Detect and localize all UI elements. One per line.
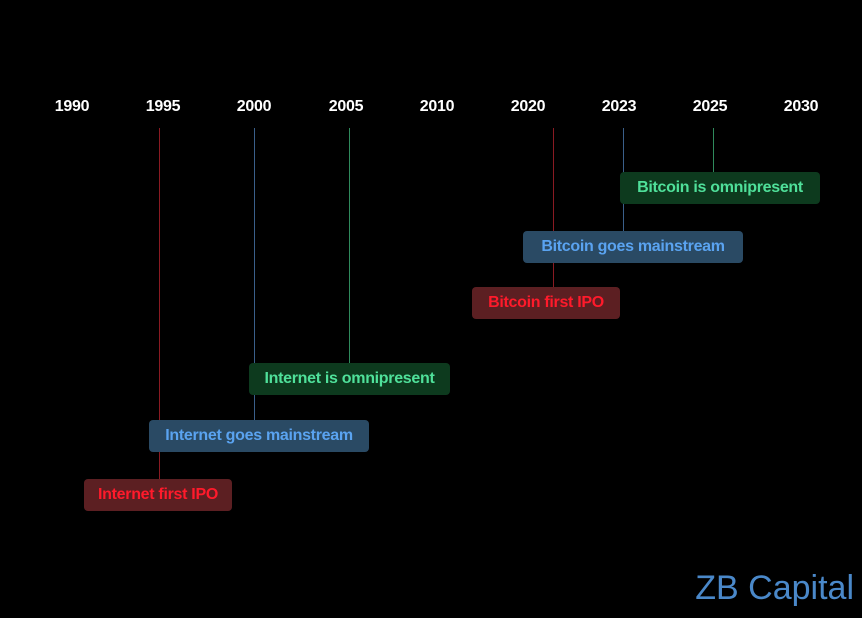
year-label-2023: 2023 — [601, 98, 637, 115]
year-label-2005: 2005 — [328, 98, 364, 115]
internet-goes-mainstream-connector-line — [254, 128, 255, 420]
brand-logo-text: ZB Capital — [695, 569, 854, 607]
year-label-2020: 2020 — [510, 98, 546, 115]
bitcoin-is-omnipresent-label: Bitcoin is omnipresent — [620, 172, 820, 204]
bitcoin-goes-mainstream-label: Bitcoin goes mainstream — [523, 231, 743, 263]
bitcoin-is-omnipresent-connector-line — [713, 128, 714, 172]
year-label-1995: 1995 — [145, 98, 181, 115]
internet-first-ipo-label: Internet first IPO — [84, 479, 232, 511]
year-label-1990: 1990 — [54, 98, 90, 115]
year-label-2010: 2010 — [419, 98, 455, 115]
internet-is-omnipresent-label: Internet is omnipresent — [249, 363, 450, 395]
internet-goes-mainstream-label: Internet goes mainstream — [149, 420, 369, 452]
internet-is-omnipresent-connector-line — [349, 128, 350, 363]
year-label-2030: 2030 — [783, 98, 819, 115]
year-label-2025: 2025 — [692, 98, 728, 115]
bitcoin-first-ipo-label: Bitcoin first IPO — [472, 287, 620, 319]
year-label-2000: 2000 — [236, 98, 272, 115]
internet-first-ipo-connector-line — [159, 128, 160, 479]
bitcoin-first-ipo-connector-line — [553, 128, 554, 287]
